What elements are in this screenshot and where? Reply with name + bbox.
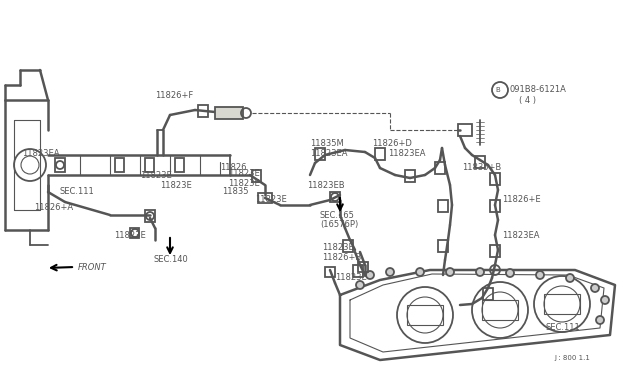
Text: 11823E: 11823E [228, 179, 260, 187]
Bar [315, 148, 325, 160]
Bar [405, 170, 415, 182]
Bar [482, 300, 518, 320]
Text: 11823E: 11823E [114, 231, 146, 240]
Text: 11826+E: 11826+E [502, 196, 541, 205]
Text: ( 4 ): ( 4 ) [519, 96, 536, 105]
Text: SEC.111: SEC.111 [60, 187, 95, 196]
Bar [55, 158, 65, 172]
Bar [145, 158, 154, 172]
Text: 11826+D: 11826+D [372, 140, 412, 148]
Text: 11826+B: 11826+B [322, 253, 361, 263]
Text: (16576P): (16576P) [320, 221, 358, 230]
Bar [145, 210, 155, 222]
Circle shape [366, 271, 374, 279]
Bar [544, 294, 580, 314]
Circle shape [476, 268, 484, 276]
Text: 11835M: 11835M [310, 140, 344, 148]
Bar [458, 124, 472, 136]
Bar [490, 173, 500, 185]
Text: 11823E: 11823E [160, 182, 192, 190]
Bar [435, 162, 445, 174]
Text: 11826+A: 11826+A [34, 202, 73, 212]
Circle shape [591, 284, 599, 292]
Text: SEC.165: SEC.165 [320, 211, 355, 219]
Text: 11823E: 11823E [335, 273, 367, 282]
Text: 11826: 11826 [220, 164, 246, 173]
Circle shape [386, 268, 394, 276]
Circle shape [416, 268, 424, 276]
Text: 11823EA: 11823EA [22, 148, 60, 157]
Circle shape [536, 271, 544, 279]
Circle shape [506, 269, 514, 277]
Circle shape [566, 274, 574, 282]
Bar [252, 170, 261, 182]
Text: SEC.140: SEC.140 [153, 256, 188, 264]
Circle shape [446, 268, 454, 276]
Circle shape [601, 296, 609, 304]
Text: 11823E: 11823E [255, 196, 287, 205]
Bar [215, 107, 243, 119]
Bar [438, 200, 448, 212]
Bar [407, 305, 443, 325]
Bar [198, 105, 208, 117]
Text: SEC.111: SEC.111 [546, 324, 580, 333]
Bar [115, 158, 124, 172]
Bar [258, 193, 272, 203]
Text: 11835+B: 11835+B [462, 164, 501, 173]
Text: 11826+F: 11826+F [155, 90, 193, 99]
Circle shape [356, 281, 364, 289]
Bar [358, 262, 368, 272]
Text: J : 800 1.1: J : 800 1.1 [554, 355, 590, 361]
Text: 11823E: 11823E [140, 170, 172, 180]
Bar [353, 265, 363, 277]
Text: 11823EB: 11823EB [307, 180, 344, 189]
Text: 091B8-6121A: 091B8-6121A [510, 86, 567, 94]
Bar [175, 158, 184, 172]
Bar [330, 192, 340, 202]
Bar [375, 148, 385, 160]
Bar [438, 240, 448, 252]
Text: 11823EA: 11823EA [502, 231, 540, 240]
Bar [490, 245, 500, 257]
Circle shape [596, 316, 604, 324]
Text: FRONT: FRONT [78, 263, 107, 272]
Text: 11823EA: 11823EA [310, 148, 348, 157]
Text: B: B [495, 87, 500, 93]
Bar [475, 156, 485, 168]
Bar [490, 200, 500, 212]
Bar [483, 288, 493, 300]
Text: 11823EA: 11823EA [388, 148, 426, 157]
Text: 11835: 11835 [222, 187, 248, 196]
Bar [325, 267, 335, 277]
Text: 11823E: 11823E [228, 169, 260, 177]
Bar [343, 240, 353, 252]
Text: 11823E: 11823E [322, 244, 354, 253]
Bar [130, 228, 139, 238]
